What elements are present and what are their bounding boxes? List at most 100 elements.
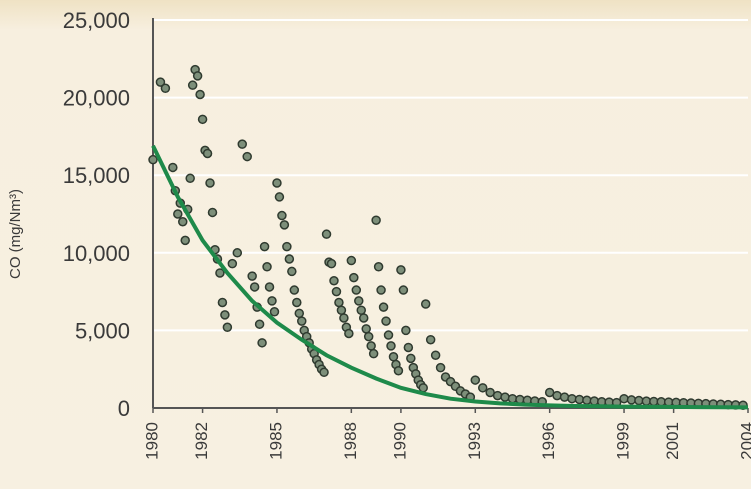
data-point: [207, 207, 218, 218]
data-point: [401, 325, 411, 336]
y-tick-label: 15,000: [63, 163, 130, 188]
data-point: [351, 285, 362, 295]
data-point: [232, 248, 243, 258]
data-point: [376, 285, 386, 295]
data-point: [321, 229, 332, 239]
data-point: [477, 383, 488, 393]
data-point: [361, 324, 371, 334]
data-point: [552, 390, 562, 401]
data-point: [282, 241, 292, 252]
x-tick-label: 1985: [266, 422, 285, 460]
data-point: [217, 297, 228, 308]
data-point: [242, 151, 252, 162]
data-point: [160, 83, 171, 94]
x-tick-label: 2004: [737, 422, 751, 460]
data-point: [326, 258, 337, 269]
trend-line: [151, 144, 749, 410]
y-tick-label: 0: [118, 396, 130, 421]
data-point: [195, 89, 205, 100]
data-point: [155, 77, 166, 87]
data-points: [148, 64, 748, 410]
data-point: [373, 262, 384, 272]
data-point: [470, 375, 481, 385]
data-point: [346, 255, 357, 266]
data-point: [294, 308, 305, 319]
data-point: [197, 114, 208, 125]
data-point: [393, 366, 404, 376]
data-point: [403, 342, 414, 353]
data-point: [559, 392, 570, 402]
y-tick-label: 25,000: [63, 8, 130, 33]
data-point: [257, 338, 267, 348]
data-point: [363, 331, 374, 342]
data-point: [435, 362, 446, 373]
data-point: [366, 341, 376, 351]
grid-lines: [153, 19, 748, 332]
data-point: [356, 305, 366, 315]
x-tick-label: 1990: [390, 422, 409, 460]
y-axis-label: CO (mg/Nm³): [7, 189, 24, 279]
data-point: [289, 285, 300, 295]
data-point: [264, 282, 275, 292]
data-point: [336, 305, 347, 315]
y-tick-label: 20,000: [63, 86, 130, 111]
data-point: [378, 302, 389, 312]
data-point: [418, 383, 428, 393]
data-point: [249, 282, 260, 292]
data-point: [259, 241, 270, 252]
data-point: [220, 310, 230, 320]
data-point: [148, 154, 158, 165]
data-point: [187, 80, 198, 90]
data-point: [368, 348, 379, 359]
data-point: [344, 328, 354, 339]
data-point: [349, 272, 359, 283]
data-point: [339, 313, 349, 323]
x-tick-label: 1988: [341, 422, 360, 460]
data-point: [274, 192, 285, 202]
x-axis-ticks: 1980 1982 1985 1988 1990 1993 1996 1999 2001 2004: [142, 408, 751, 460]
data-point: [277, 210, 287, 221]
data-point: [279, 220, 290, 230]
x-tick-label: 1993: [465, 422, 484, 460]
data-point: [192, 71, 203, 81]
data-point: [329, 275, 339, 286]
data-point: [215, 268, 225, 278]
data-point: [254, 319, 265, 329]
data-point: [396, 265, 406, 275]
data-point: [425, 334, 436, 345]
data-point: [381, 316, 391, 326]
data-point: [292, 297, 302, 308]
data-point: [430, 350, 441, 360]
data-point: [500, 392, 510, 402]
data-point: [284, 254, 295, 264]
data-point: [178, 217, 188, 227]
data-point: [269, 307, 280, 317]
data-point: [358, 313, 369, 323]
data-point: [388, 352, 399, 362]
data-point: [168, 162, 178, 173]
data-point: [247, 271, 257, 281]
data-point: [354, 296, 364, 306]
x-tick-label: 1982: [192, 422, 211, 460]
x-tick-label: 1999: [614, 422, 633, 460]
y-axis-ticks: 0 5,000 10,000 15,000 20,000 25,000: [63, 8, 130, 421]
data-point: [383, 330, 394, 340]
x-tick-label: 1980: [142, 422, 161, 460]
data-point: [222, 322, 233, 333]
data-point: [272, 178, 282, 188]
data-point: [420, 299, 431, 309]
data-point: [334, 297, 344, 308]
data-point: [205, 178, 215, 188]
y-tick-label: 10,000: [63, 241, 130, 266]
data-point: [180, 235, 190, 246]
data-point: [386, 341, 396, 351]
data-point: [371, 215, 381, 225]
data-point: [237, 139, 247, 149]
data-point: [287, 266, 297, 277]
data-point: [398, 285, 409, 295]
data-point: [202, 148, 213, 159]
x-tick-label: 1996: [539, 422, 558, 460]
data-point: [227, 258, 238, 269]
